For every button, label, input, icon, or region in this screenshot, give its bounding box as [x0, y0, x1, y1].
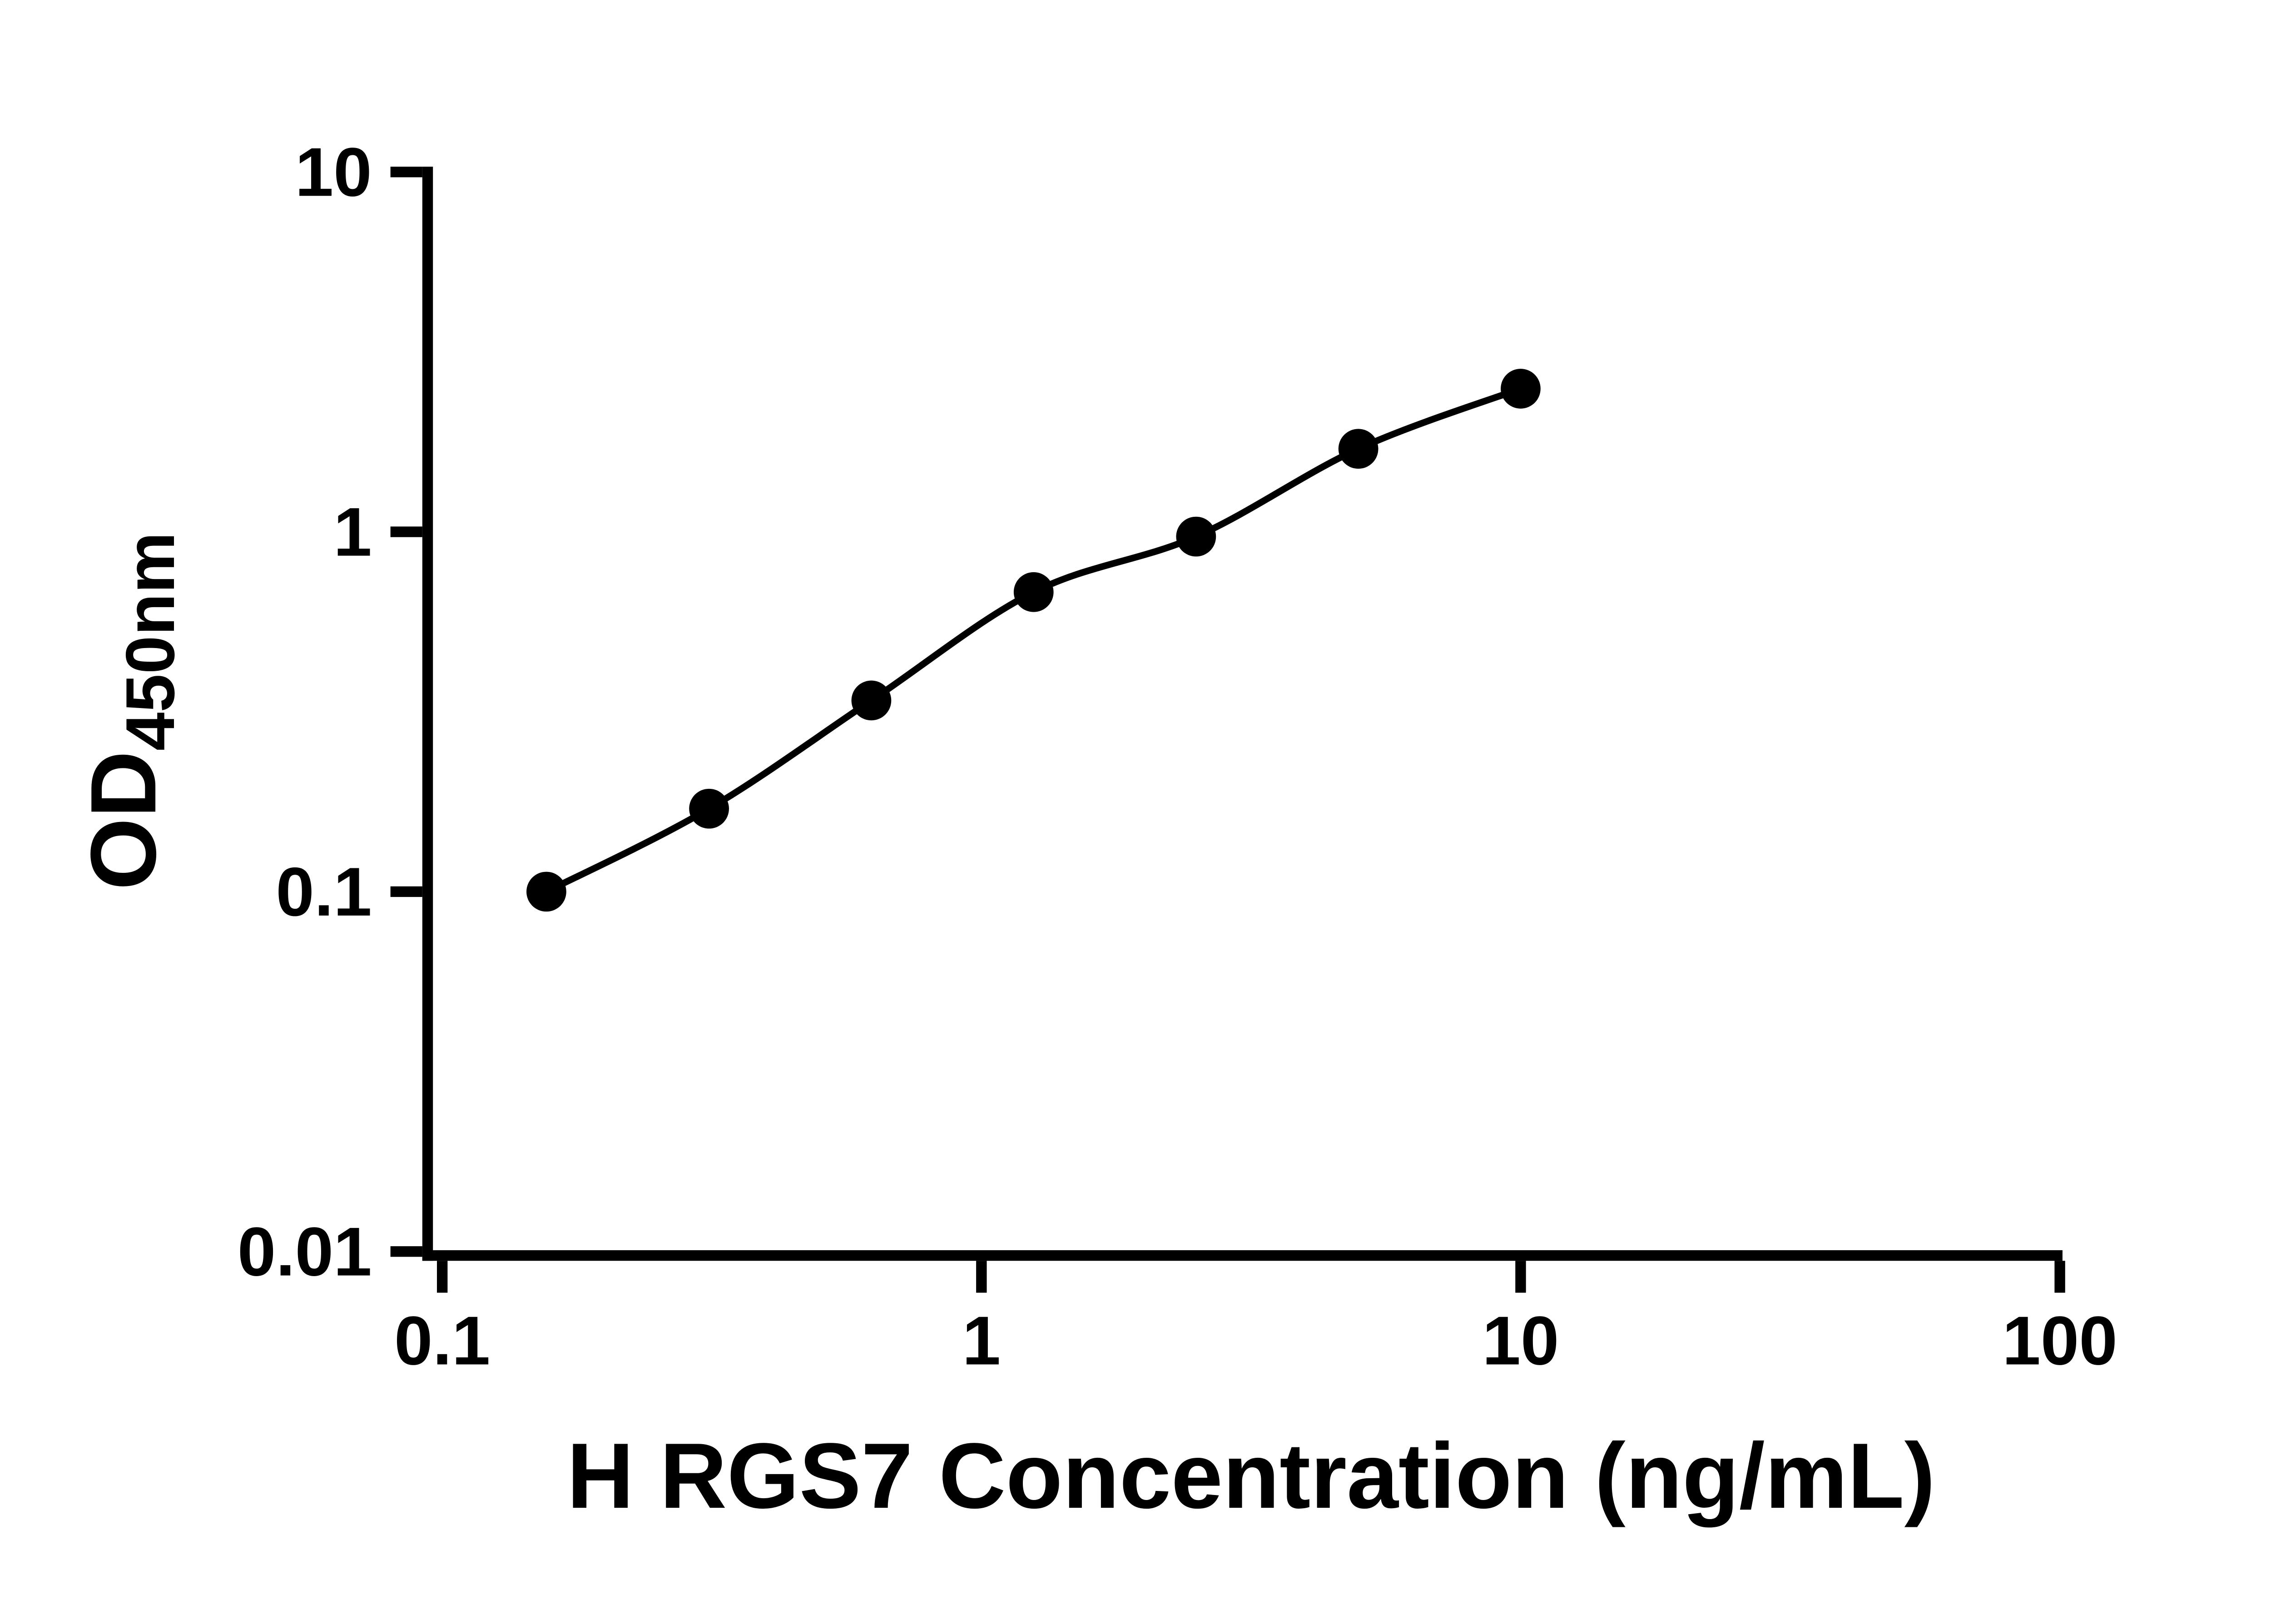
x-tick-label: 0.1: [394, 1302, 490, 1379]
data-point: [689, 788, 729, 829]
y-tick-label: 10: [295, 134, 372, 211]
x-tick-label: 1: [962, 1302, 1001, 1379]
data-point: [1013, 572, 1054, 612]
data-point: [1338, 429, 1378, 469]
y-tick-label: 0.01: [238, 1213, 372, 1290]
x-axis-title: H RGS7 Concentration (ng/mL): [567, 1424, 1935, 1528]
data-point: [1176, 516, 1216, 557]
plot-layer: 0.1 1 10 100 0.01 0.1 1 10: [238, 134, 2117, 1379]
data-point: [526, 871, 566, 912]
data-point: [1501, 368, 1541, 409]
y-axis-title-main: OD: [72, 751, 175, 890]
y-tick-label: 1: [333, 494, 372, 571]
x-tick-label: 10: [1482, 1302, 1559, 1379]
y-axis-title: OD450nm: [72, 532, 189, 890]
y-axis-title-sub: 450nm: [112, 532, 189, 751]
data-point: [851, 680, 892, 721]
x-tick-label: 100: [2002, 1302, 2117, 1379]
y-tick-label: 0.1: [276, 853, 372, 931]
